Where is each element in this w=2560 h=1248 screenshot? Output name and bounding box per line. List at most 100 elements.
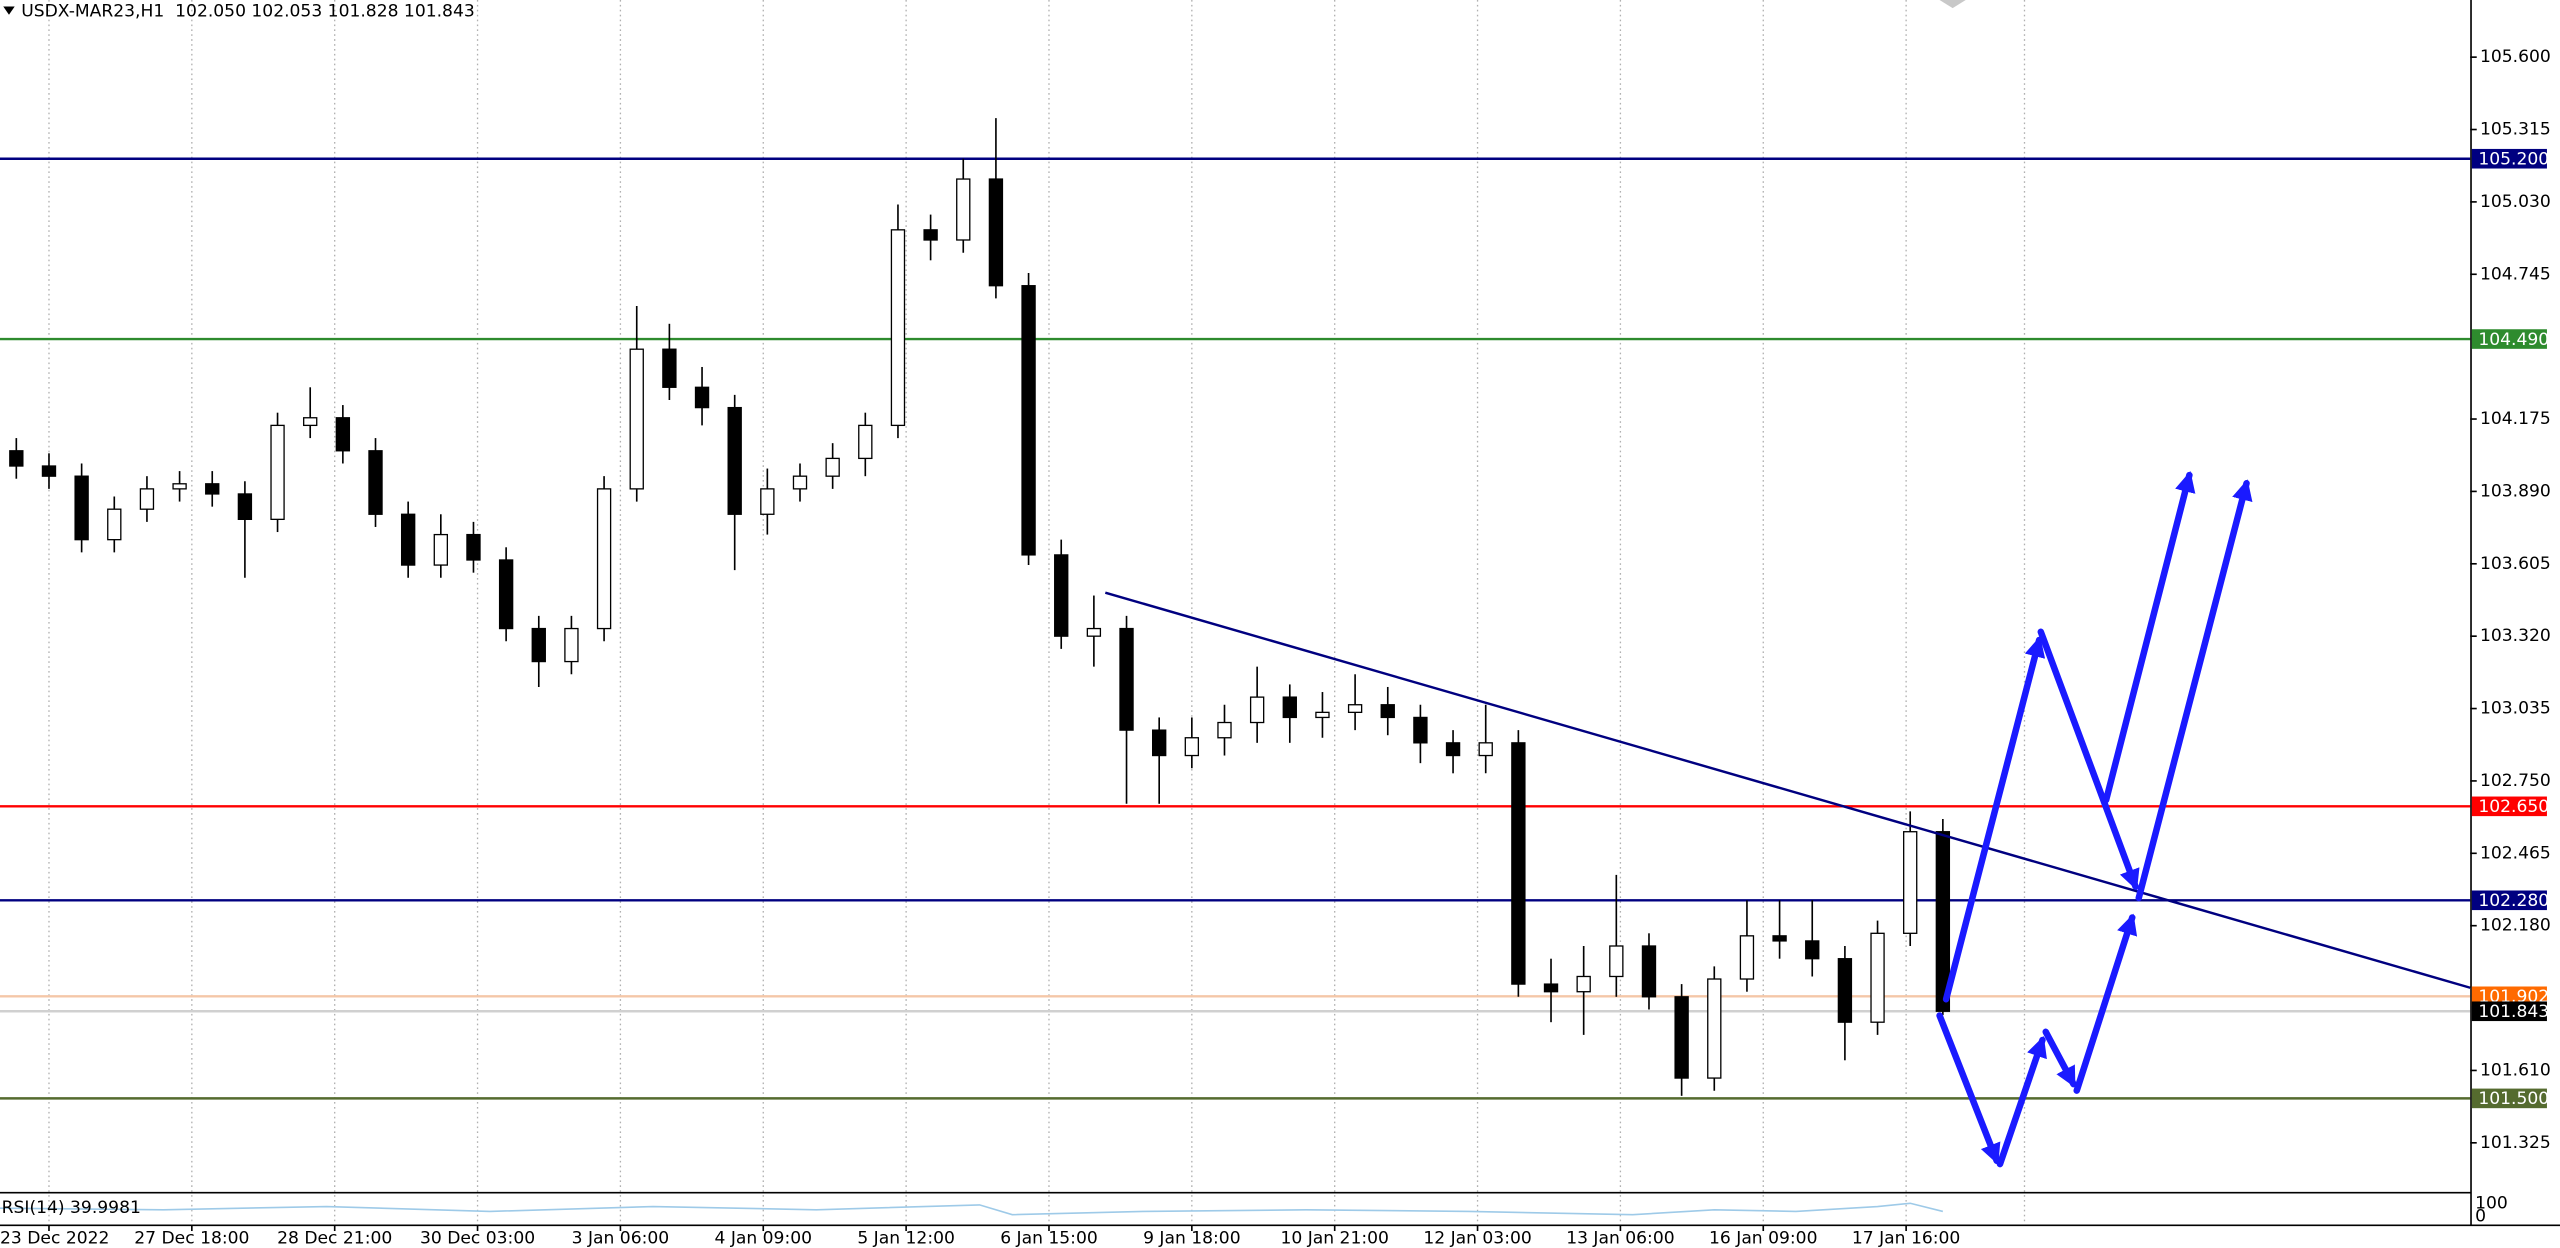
price-axis: 105.600 105.315 105.030 104.745 104.175 103.8… [2470,47,2551,1153]
y-tick-label: 103.320 [2480,626,2551,646]
rsi-line [0,1202,1944,1216]
x-tick-label: 4 Jan 09:00 [714,1228,812,1248]
y-tick-label: 101.610 [2480,1060,2551,1080]
collapse-icon [3,6,15,15]
candle-body [1119,627,1134,731]
level-label-box [2471,1088,2547,1109]
x-tick-label: 16 Jan 09:00 [1709,1228,1817,1248]
candle-body [1217,721,1232,739]
trend-line [1104,591,2471,989]
candle-body [1152,729,1167,757]
candle-body [9,450,24,467]
candle-body [1935,831,1951,1012]
candle-body [1870,932,1885,1023]
candle-body [727,406,742,515]
candle-body [400,513,416,566]
candle-body [1543,983,1559,993]
candle-body [1805,940,1820,960]
candle-body [694,386,710,409]
candle-body [858,424,873,460]
y-tick-label: 104.175 [2480,409,2551,429]
candle-body [1707,978,1722,1079]
candle-body [1478,742,1493,757]
candle-body [760,488,775,515]
candle-body [1347,704,1363,714]
candle-body [1511,742,1526,985]
levels [0,157,2471,1100]
candle-body [205,483,220,495]
y-tick-label: 102.750 [2480,771,2551,791]
level-label: 102.650 [2478,797,2549,817]
candle-body [1739,935,1755,980]
candle-body [1184,737,1200,757]
x-tick-label: 27 Dec 18:00 [134,1228,249,1248]
arrow [2037,628,2140,891]
candle-body [498,559,514,630]
candle-body [74,475,89,541]
x-tick-label: 10 Jan 21:00 [1280,1228,1388,1248]
candle-body [1772,935,1787,942]
candle-body [1380,704,1395,719]
level-label-box [2471,890,2547,911]
candle-body [1609,945,1624,978]
candle-body [1315,711,1330,719]
arrow [2135,479,2253,902]
candle-body [335,417,351,452]
y-tick-label: 103.890 [2480,481,2551,501]
candle-body [1641,945,1657,998]
candles [9,118,1951,1096]
candle-body [564,627,579,663]
candle-body [1413,716,1428,744]
candle-body [596,488,612,630]
candle-body [629,348,644,490]
arrow [1942,635,2046,1003]
candle-body [139,488,155,510]
time-axis: 23 Dec 2022 27 Dec 18:00 28 Dec 21:00 30 De… [0,1224,1960,1248]
y-tick-label: 101.325 [2480,1133,2551,1153]
candle-body [303,417,318,427]
candle-body [1249,696,1265,724]
y-tick-label: 105.315 [2480,120,2551,140]
candle-body [1445,742,1461,757]
candle-body [1903,831,1918,934]
indicator-tick: 0 [2475,1206,2486,1226]
candle-body [107,508,122,541]
candle-body [531,627,546,663]
candle-body [825,457,840,477]
x-tick-label: 23 Dec 2022 [0,1228,109,1248]
candle-body [1837,958,1853,1023]
x-tick-label: 5 Jan 12:00 [857,1228,955,1248]
indicator-tick: 100 [2475,1193,2508,1213]
arrow [2073,913,2138,1094]
y-tick-label: 102.180 [2480,916,2551,936]
level-label-box [2471,148,2547,169]
marker-icon [1939,0,1966,9]
x-tick-label: 3 Jan 06:00 [572,1228,670,1248]
level-label-box [2471,796,2547,817]
level-label: 105.200 [2478,150,2549,170]
level-label-box [2471,1001,2547,1022]
candle-body [270,424,285,521]
arrow [2102,471,2196,804]
candle-body [237,493,253,521]
x-tick-label: 17 Jan 16:00 [1852,1228,1960,1248]
x-tick-label: 12 Jan 03:00 [1423,1228,1531,1248]
indicator-label: RSI(14) 39.9981 [2,1198,141,1218]
arrow [2042,1028,2077,1088]
candle-body [988,178,1004,287]
candle-body [923,229,938,241]
x-tick-label: 30 Dec 03:00 [420,1228,535,1248]
grid [48,0,2026,1225]
x-tick-label: 13 Jan 06:00 [1566,1228,1674,1248]
candle-body [433,533,449,566]
y-tick-label: 103.035 [2480,699,2551,719]
candle-body [172,483,187,490]
arrow [1936,1012,2001,1165]
candle-body [792,475,808,490]
forecast-arrows [1936,471,2253,1168]
y-tick-label: 102.465 [2480,843,2551,863]
level-label: 101.500 [2478,1089,2549,1109]
y-tick-label: 105.030 [2480,192,2551,212]
